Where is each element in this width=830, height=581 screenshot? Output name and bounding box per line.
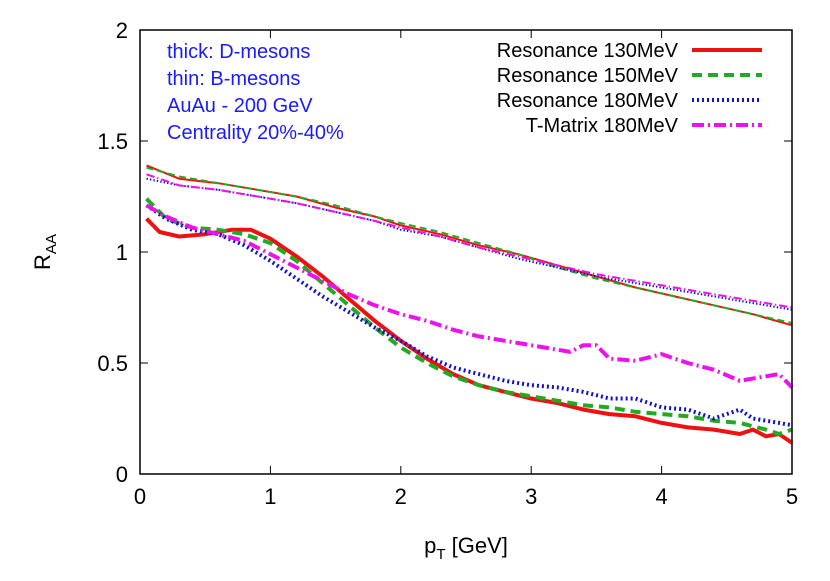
y-tick-label: 1 <box>116 240 128 265</box>
annotation-line-4: Centrality 20%-40% <box>167 122 344 144</box>
x-tick-label: 4 <box>655 484 667 509</box>
x-tick-label: 0 <box>134 484 146 509</box>
series-line-thin <box>146 177 793 311</box>
series-line-thin <box>146 166 793 324</box>
x-tick-label: 1 <box>264 484 276 509</box>
y-tick-label: 1.5 <box>97 129 128 154</box>
series-line-thick <box>145 197 793 436</box>
x-tick-label: 2 <box>395 484 407 509</box>
legend-label: T-Matrix 180MeV <box>526 115 679 137</box>
annotation-line-1: thick: D-mesons <box>167 41 310 63</box>
legend-label: Resonance 130MeV <box>497 40 679 62</box>
legend: Resonance 130MeV Resonance 150MeV Resonanc… <box>497 40 762 137</box>
annotation-line-2: thin: B-mesons <box>167 68 300 90</box>
y-axis-title: RAA <box>30 234 60 270</box>
y-tick-label: 2 <box>116 18 128 43</box>
y-tick-label: 0 <box>116 462 128 487</box>
ticks-layer: 0 1 2 3 4 5 0 0.5 1 1.5 2 <box>97 18 798 509</box>
y-tick-label: 0.5 <box>97 351 128 376</box>
annotation-line-3: AuAu - 200 GeV <box>167 95 313 117</box>
annotation-block: thick: D-mesons thin: B-mesons AuAu - 20… <box>167 41 344 144</box>
series-layer <box>145 164 794 445</box>
series-line-thick <box>145 203 793 428</box>
x-axis-title: pT [GeV] <box>424 533 508 563</box>
legend-label: Resonance 180MeV <box>497 90 679 112</box>
x-tick-label: 5 <box>786 484 798 509</box>
series-line-thick <box>145 203 794 389</box>
legend-label: Resonance 150MeV <box>497 65 679 87</box>
x-tick-label: 3 <box>525 484 537 509</box>
